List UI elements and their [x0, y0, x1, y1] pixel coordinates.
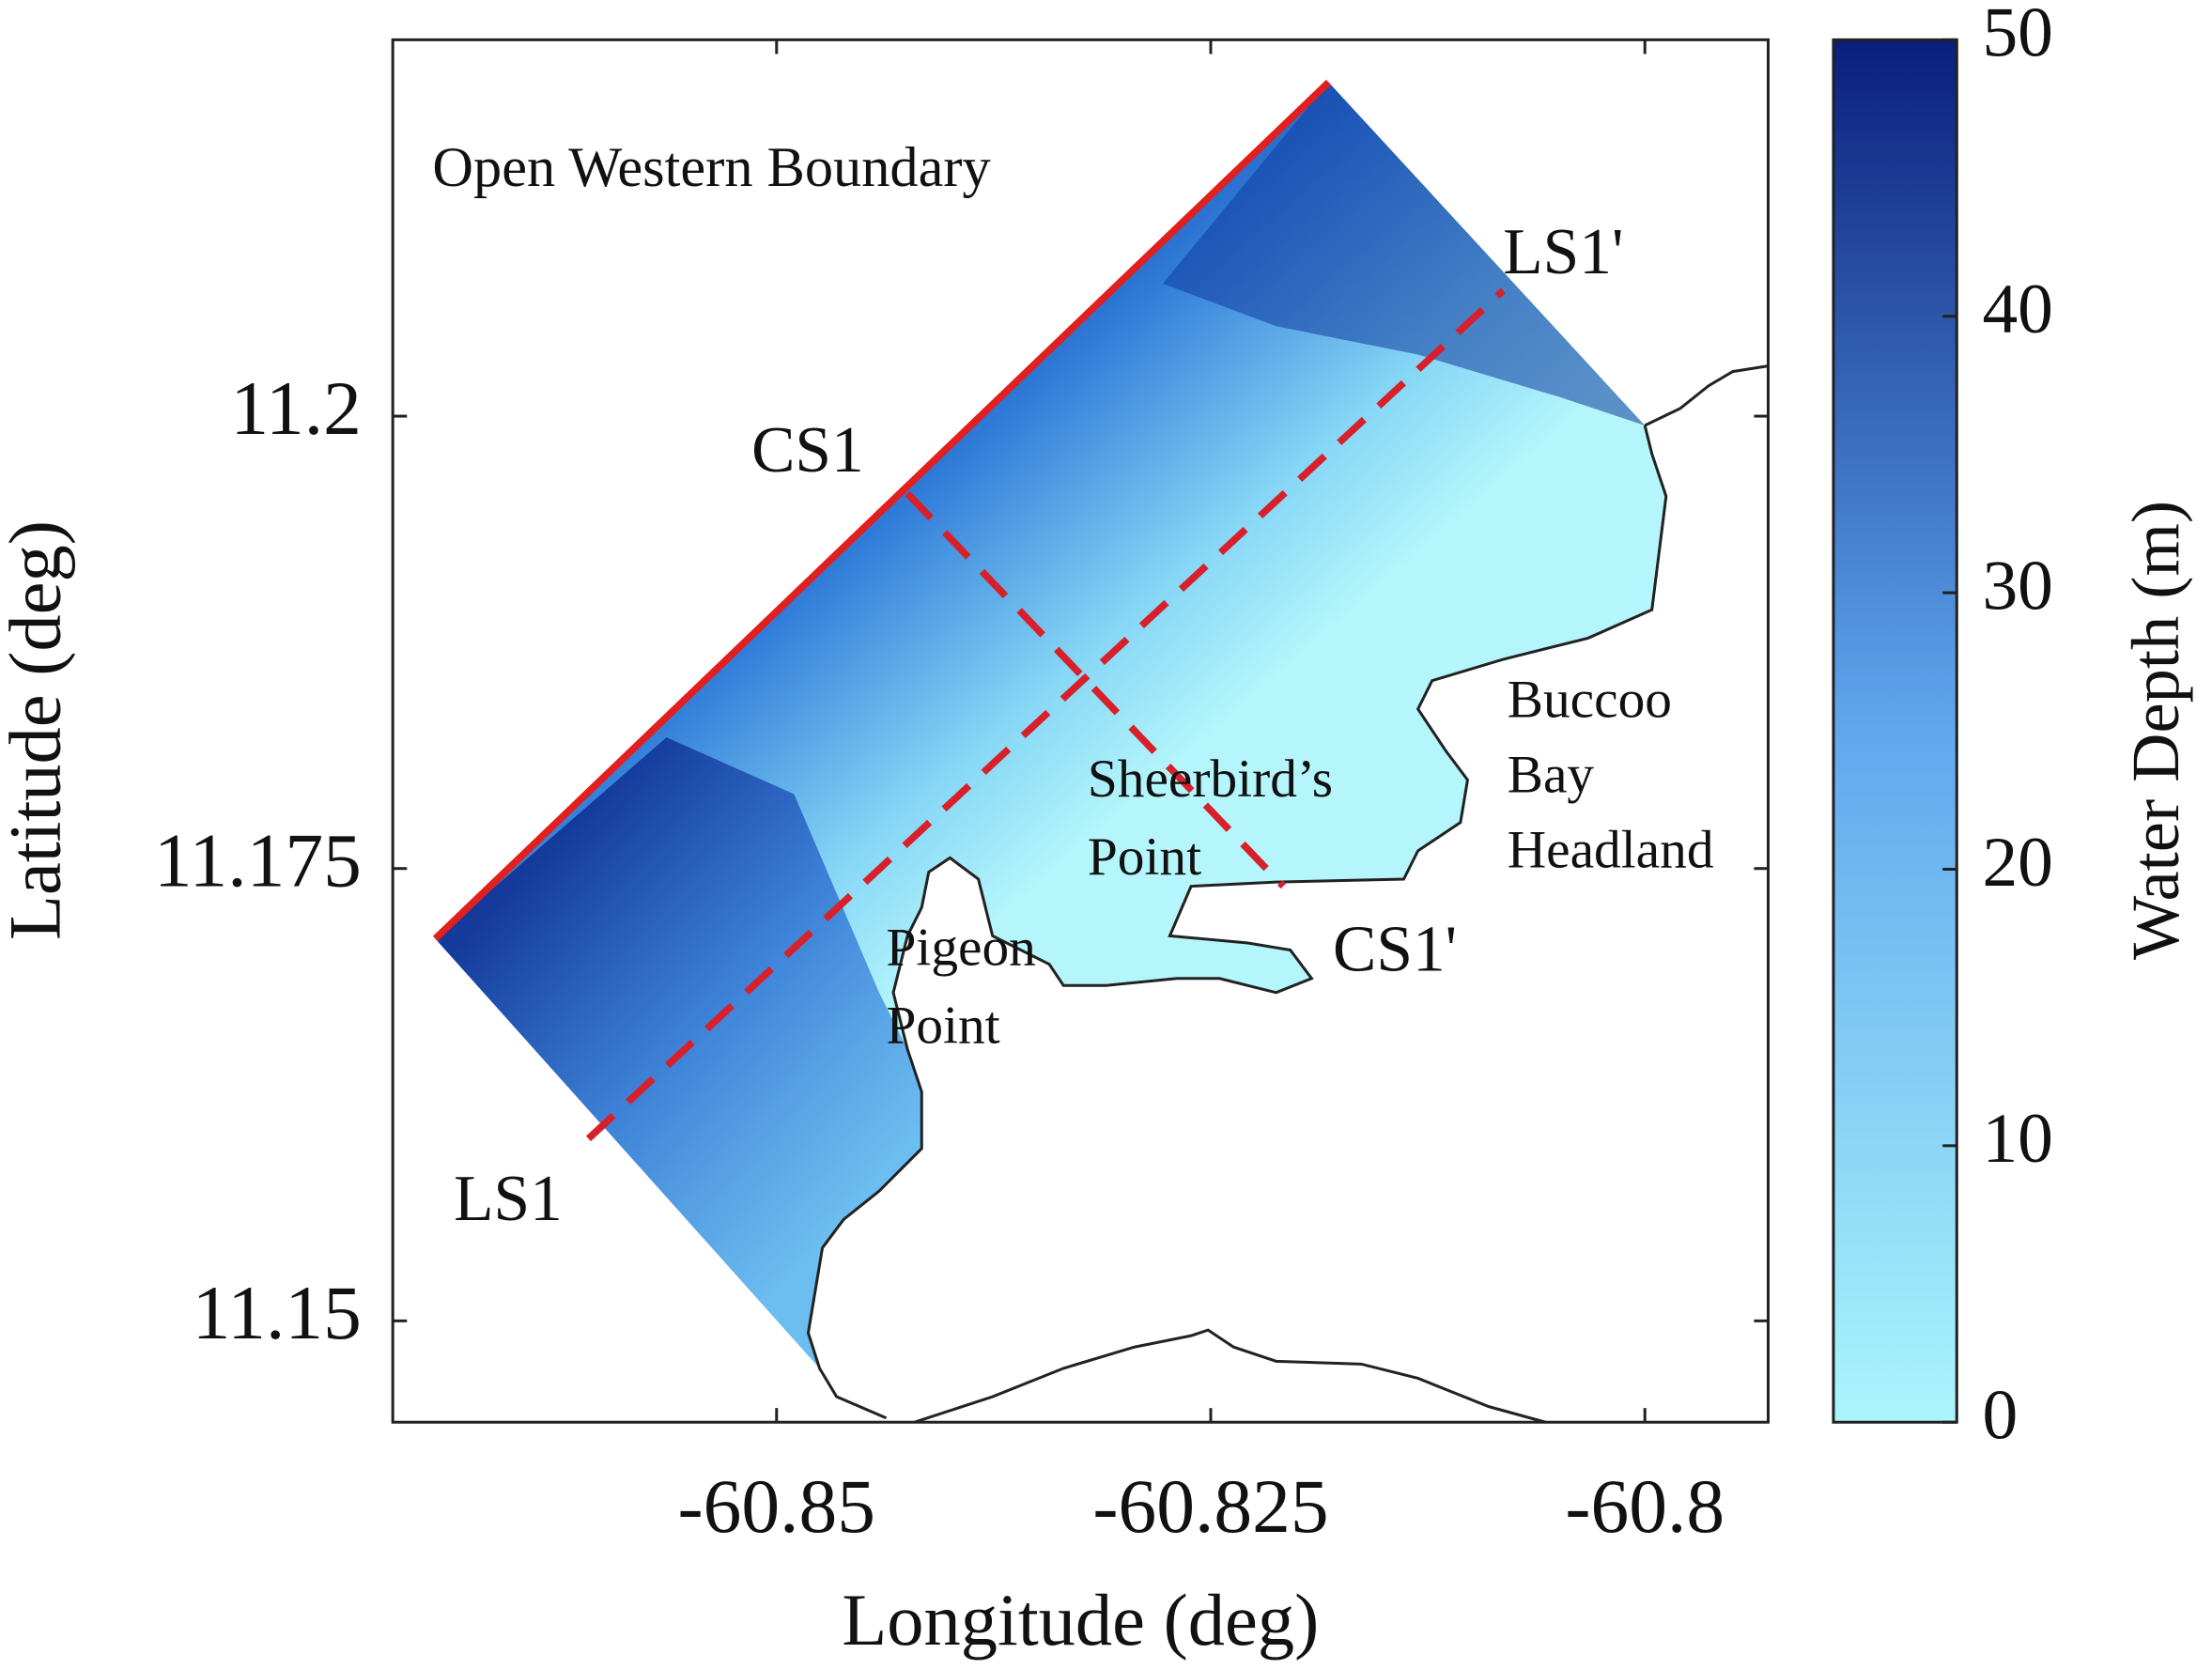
- colorbar-label: Water Depth (m): [2117, 501, 2193, 960]
- open-boundary: [432, 79, 1332, 942]
- x-tick-label: -60.825: [1092, 1463, 1328, 1549]
- annotation: CS1': [1333, 914, 1457, 986]
- annotation: Open Western Boundary: [432, 136, 990, 199]
- annotation: Headland: [1508, 821, 1714, 880]
- annotation: Buccoo: [1508, 671, 1672, 730]
- annotation: LS1': [1503, 216, 1623, 288]
- x-tick-label: -60.8: [1565, 1463, 1725, 1549]
- colorbar-tick-label: 40: [1982, 270, 2052, 348]
- x-tick-label: -60.85: [678, 1463, 876, 1549]
- y-tick-label: 11.175: [154, 817, 362, 903]
- colorbar-tick-label: 10: [1982, 1100, 2052, 1178]
- annotation: CS1: [751, 414, 864, 487]
- y-axis-label: Latitude (deg): [0, 520, 75, 940]
- annotation: Pigeon: [887, 919, 1036, 978]
- plot-frame: [391, 38, 1770, 1424]
- y-tick-label: 11.15: [193, 1270, 362, 1355]
- coastline: [914, 1328, 1546, 1424]
- colorbar: [1832, 38, 1958, 1424]
- transect-ls1: [585, 287, 1506, 1142]
- colorbar-tick-label: 30: [1982, 547, 2052, 625]
- colorbar-tick-label: 20: [1982, 824, 2052, 902]
- annotation: Bay: [1508, 746, 1595, 805]
- colorbar-tick-label: 50: [1982, 0, 2052, 72]
- annotation: Point: [1088, 827, 1201, 887]
- depth-field-north: [1162, 82, 1646, 425]
- colorbar-tick-label: 0: [1982, 1377, 2018, 1455]
- coastline: [806, 425, 1668, 1420]
- annotation: Sheerbird’s: [1088, 750, 1333, 809]
- annotation: Point: [887, 997, 1000, 1056]
- y-tick-label: 11.2: [230, 365, 362, 451]
- annotation: LS1: [454, 1163, 563, 1235]
- x-axis-label: Longitude (deg): [842, 1579, 1319, 1661]
- transect-cs1: [905, 490, 1286, 889]
- coastline: [1644, 364, 1769, 427]
